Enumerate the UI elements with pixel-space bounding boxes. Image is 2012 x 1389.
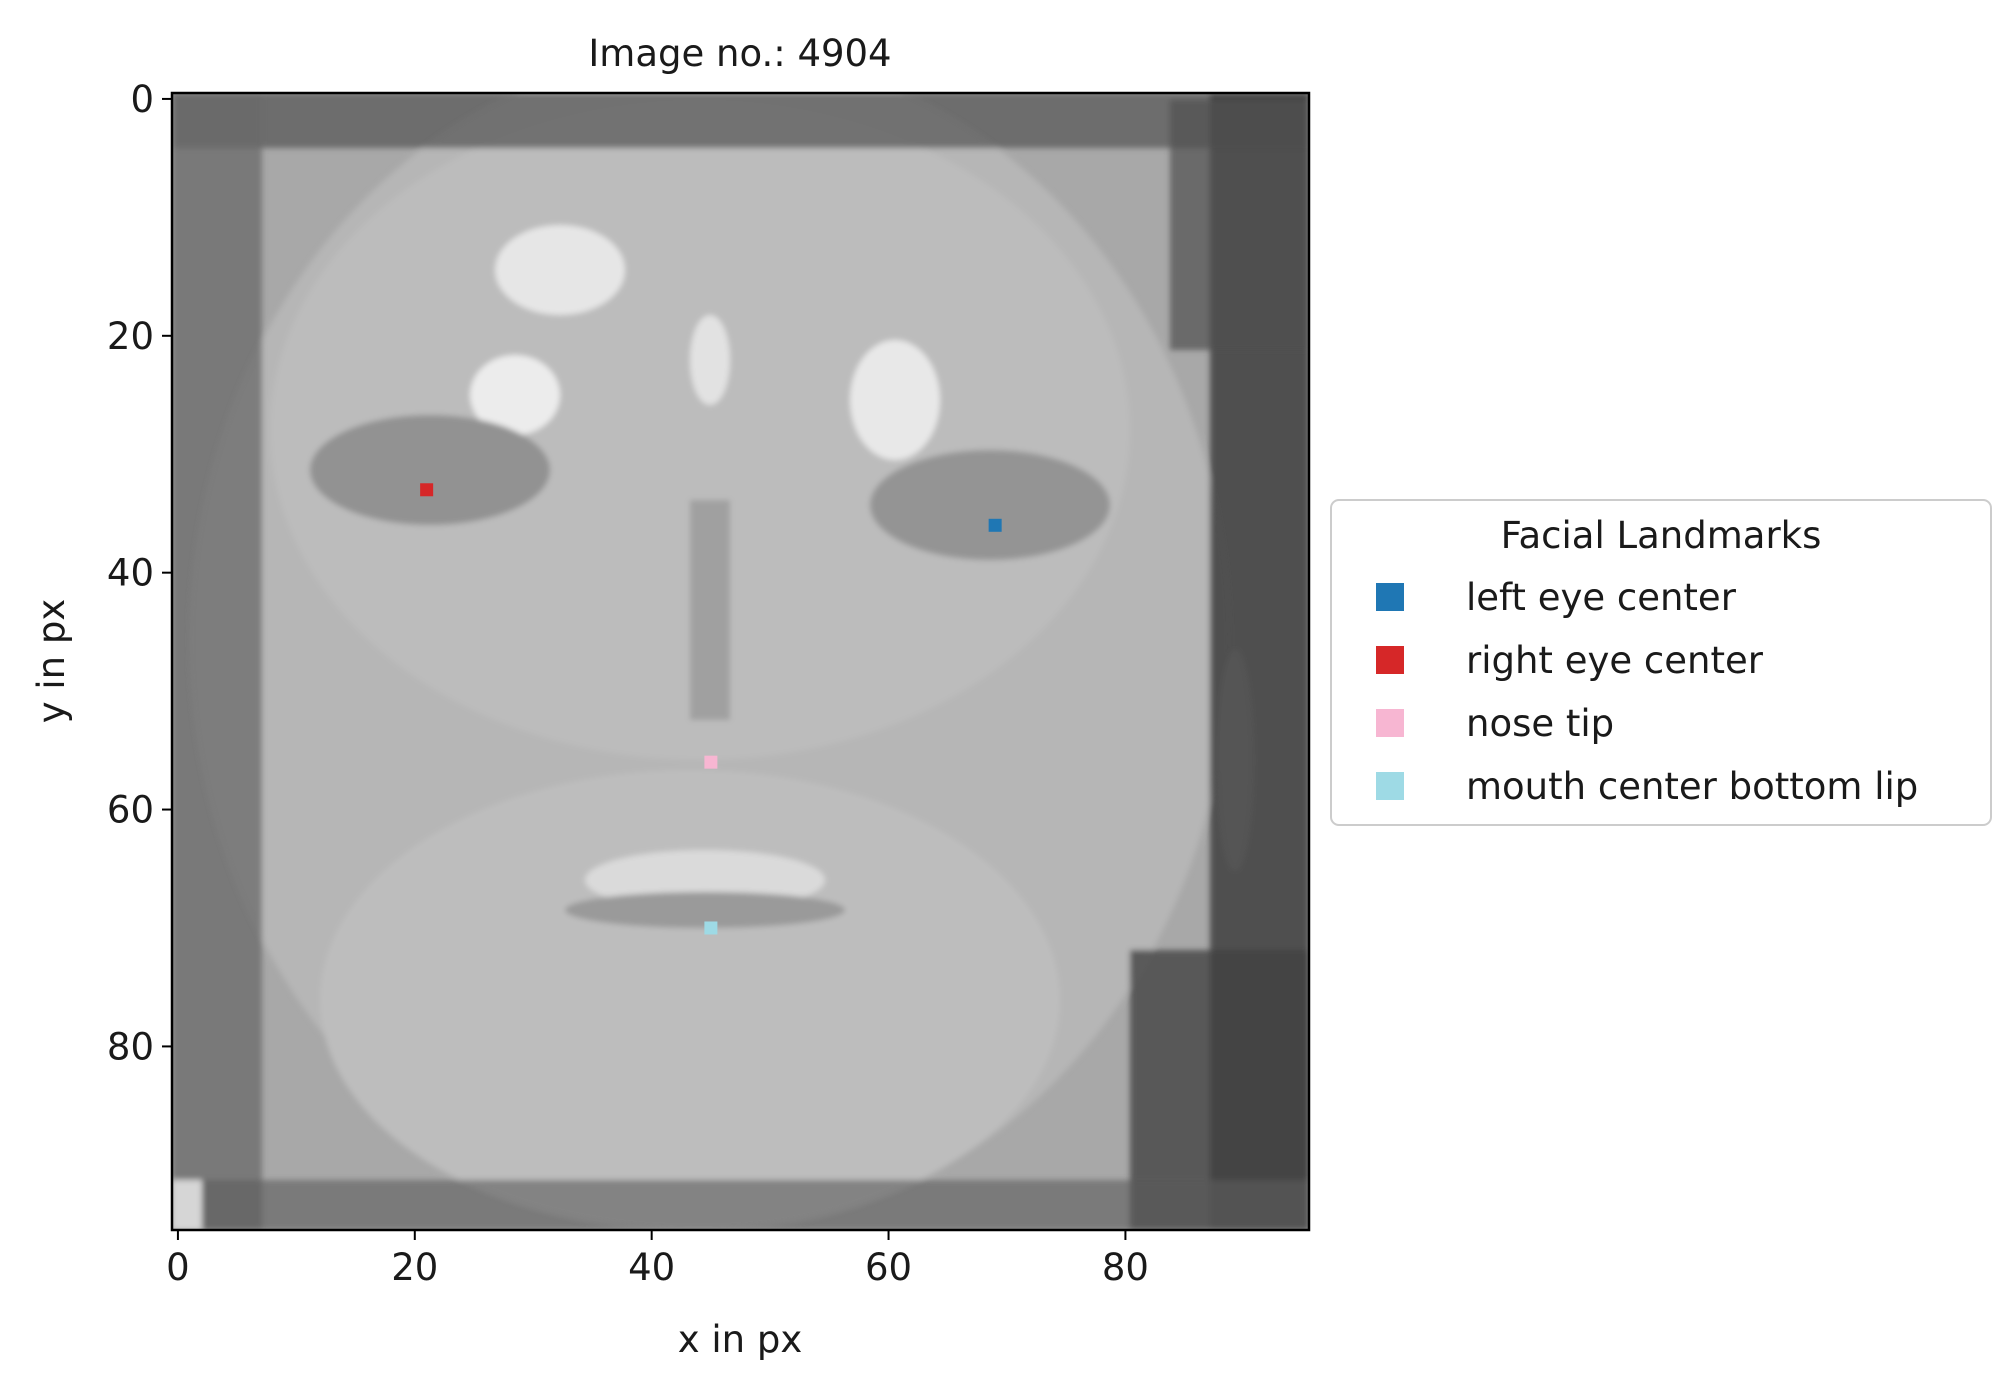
y-tick-label: 60 xyxy=(107,789,154,832)
plot-frame xyxy=(170,91,1311,1232)
chart-title: Image no.: 4904 xyxy=(588,32,891,75)
plot-area: 0 20 40 60 80 0 20 40 60 80 xyxy=(107,78,1311,1289)
y-tick-label: 0 xyxy=(130,78,154,121)
legend-marker-right-eye-center xyxy=(1376,646,1404,674)
legend-label: mouth center bottom lip xyxy=(1466,765,1918,808)
x-tick-label: 20 xyxy=(391,1246,438,1289)
y-tick-label: 40 xyxy=(107,552,154,595)
face-image xyxy=(172,93,1309,1230)
legend: Facial Landmarks left eye center right ey… xyxy=(1330,499,1992,826)
y-tick-label: 20 xyxy=(107,315,154,358)
x-tick-label: 60 xyxy=(865,1246,912,1289)
y-axis-ticks: 0 20 40 60 80 xyxy=(107,78,172,1068)
y-tick-label: 80 xyxy=(107,1025,154,1068)
legend-title: Facial Landmarks xyxy=(1501,514,1822,557)
legend-label: right eye center xyxy=(1466,639,1764,682)
x-tick-label: 0 xyxy=(166,1246,190,1289)
landmark-point-nose-tip xyxy=(704,755,718,769)
landmark-point-left-eye-center xyxy=(988,518,1002,532)
legend-label: left eye center xyxy=(1466,576,1737,619)
y-axis-label: y in px xyxy=(30,599,73,724)
legend-marker-nose-tip xyxy=(1376,709,1404,737)
x-axis-label: x in px xyxy=(678,1318,803,1361)
x-tick-label: 40 xyxy=(628,1246,675,1289)
legend-box xyxy=(1330,499,1992,826)
legend-marker-mouth-center-bottom-lip xyxy=(1376,772,1404,800)
landmark-point-mouth-center-bottom-lip xyxy=(704,921,718,935)
x-tick-label: 80 xyxy=(1102,1246,1149,1289)
legend-marker-left-eye-center xyxy=(1376,583,1404,611)
legend-items: left eye center right eye center nose tip m… xyxy=(1376,576,1918,808)
x-axis-ticks: 0 20 40 60 80 xyxy=(166,1230,1149,1289)
landmark-point-right-eye-center xyxy=(420,483,434,497)
legend-label: nose tip xyxy=(1466,702,1614,745)
landmark-points xyxy=(420,483,1002,935)
